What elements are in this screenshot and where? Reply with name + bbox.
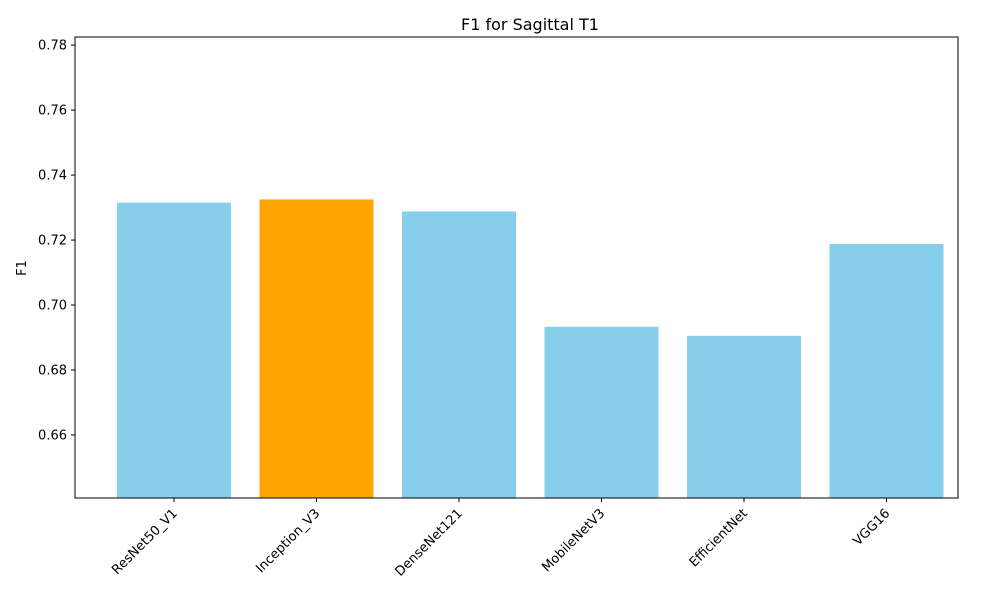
- bar-vgg16: [829, 243, 944, 498]
- bars-group: [117, 199, 944, 498]
- x-tick-label: VGG16: [850, 506, 893, 549]
- x-tick-label: DenseNet121: [393, 506, 466, 579]
- bar-mobilenetv3: [544, 326, 659, 498]
- bar-inception-v3: [259, 199, 374, 498]
- chart-title: F1 for Sagittal T1: [461, 15, 599, 34]
- y-tick-label: 0.72: [38, 234, 67, 249]
- y-tick-label: 0.74: [38, 169, 67, 184]
- y-tick-label: 0.76: [38, 104, 67, 119]
- plot-frame: [74, 36, 959, 499]
- x-tick-label: Inception_V3: [253, 506, 323, 576]
- bar-efficientnet: [687, 335, 801, 498]
- y-tick-label: 0.68: [38, 363, 67, 378]
- y-tick-label: 0.78: [38, 39, 67, 54]
- x-tick-label: MobileNetV3: [539, 506, 608, 575]
- y-axis-label: F1: [15, 260, 30, 276]
- y-tick-label: 0.70: [38, 299, 67, 314]
- y-tick-label: 0.66: [38, 428, 67, 443]
- y-axis-ticks: 0.66 0.68 0.70 0.72 0.74 0.76 0.78: [38, 39, 75, 443]
- x-tick-label: ResNet50_V1: [109, 506, 181, 578]
- x-tick-label: EfficientNet: [687, 506, 751, 570]
- x-axis-ticks: ResNet50_V1 Inception_V3 DenseNet121 Mobile…: [109, 498, 893, 580]
- bar-resnet50-v1: [117, 202, 231, 498]
- bar-densenet121: [402, 211, 516, 498]
